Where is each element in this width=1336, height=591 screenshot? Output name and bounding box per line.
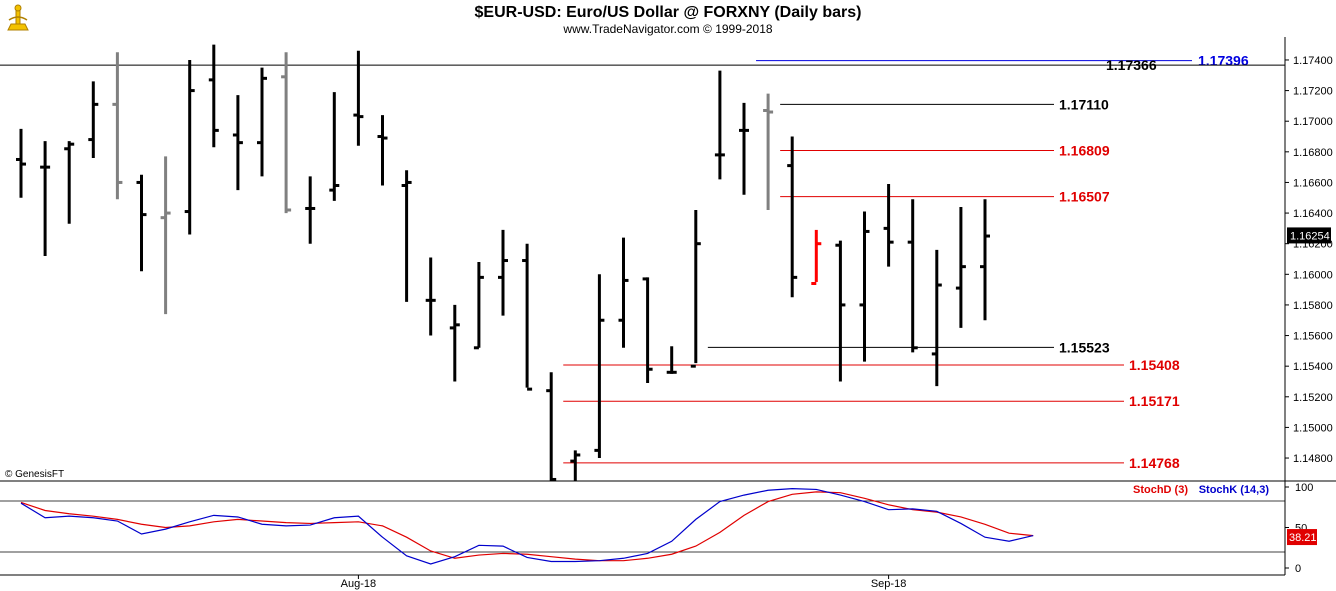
price-tick-label: 1.15600	[1293, 331, 1333, 343]
price-tick-label: 1.17200	[1293, 86, 1333, 98]
logo-icon	[7, 4, 29, 31]
price-tick-label: 1.15200	[1293, 392, 1333, 404]
last-price-label: 1.16254	[1290, 230, 1330, 242]
stoch-d-legend: StochD (3)	[1133, 484, 1188, 496]
price-level-label: 1.14768	[1129, 455, 1180, 471]
date-tick-label: Sep-18	[871, 578, 906, 590]
price-tick-label: 1.16400	[1293, 208, 1333, 220]
chart-title: $EUR-USD: Euro/US Dollar @ FORXNY (Daily…	[475, 4, 862, 21]
price-level-label: 1.17110	[1059, 96, 1109, 112]
chart-subtitle: www.TradeNavigator.com © 1999-2018	[562, 22, 772, 36]
price-level-label: 1.15523	[1059, 339, 1110, 355]
stoch-last-label: 38.21	[1289, 532, 1317, 544]
date-tick-label: Aug-18	[341, 578, 376, 590]
price-tick-label: 1.16800	[1293, 147, 1333, 159]
price-tick-label: 1.15000	[1293, 422, 1333, 434]
price-tick-label: 1.16600	[1293, 177, 1333, 189]
stoch-last-marker: 38.21	[1287, 529, 1317, 546]
stoch-tick-label: 0	[1295, 563, 1301, 575]
stoch-legend: StochD (3) StochK (14,3)	[1133, 484, 1269, 496]
price-tick-label: 1.17000	[1293, 116, 1333, 128]
price-level-label: 1.17396	[1198, 53, 1249, 69]
price-tick-label: 1.17400	[1293, 55, 1333, 67]
stoch-k-legend: StochK (14,3)	[1199, 484, 1270, 496]
price-tick-label: 1.15400	[1293, 361, 1333, 373]
last-price-box	[1287, 227, 1331, 244]
last-price-marker: 1.16254	[1287, 227, 1331, 244]
stoch-series-line	[20, 491, 1034, 562]
copyright-label: © GenesisFT	[5, 469, 64, 480]
stoch-series-line	[20, 488, 1034, 565]
price-axis-ticks: 1.17400 1.17200 1.17000 1.16800 1.16600 1.164…	[1285, 55, 1333, 465]
stoch-lines	[20, 488, 1034, 565]
price-bars	[16, 44, 990, 481]
price-level-label: 1.16507	[1059, 189, 1110, 205]
price-level-label: 1.15171	[1129, 393, 1180, 409]
price-tick-label: 1.15800	[1293, 300, 1333, 312]
stoch-tick-label: 100	[1295, 482, 1313, 494]
price-tick-label: 1.14800	[1293, 453, 1333, 465]
date-axis-ticks: Aug-18 Sep-18	[341, 575, 906, 590]
price-level-label: 1.17366	[1106, 57, 1157, 73]
stoch-last-box	[1287, 529, 1317, 546]
price-level-label: 1.15408	[1129, 357, 1180, 373]
price-level-label: 1.16809	[1059, 142, 1110, 158]
price-tick-label: 1.16000	[1293, 269, 1333, 281]
